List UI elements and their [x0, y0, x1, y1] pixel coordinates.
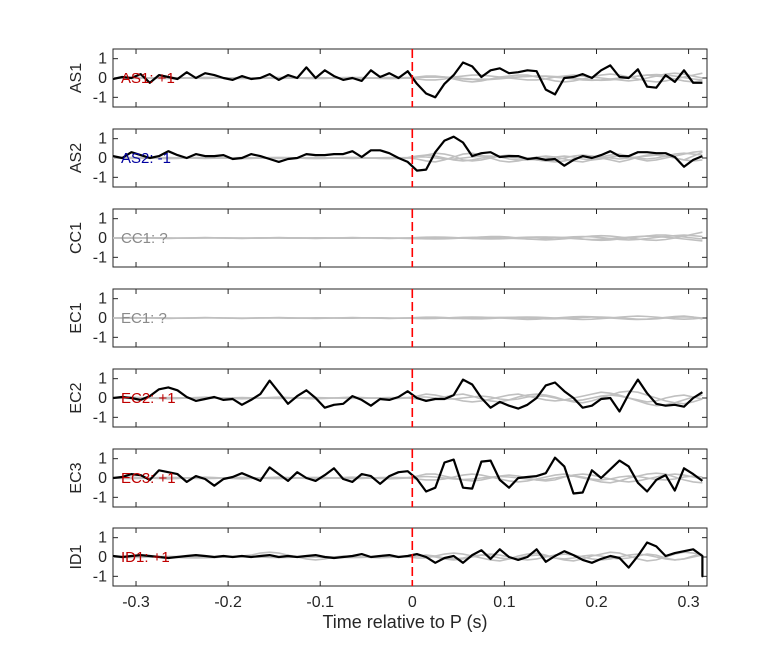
panel-ec3: 1 0 -1 EC3 EC3: +1: [68, 448, 708, 508]
y-axis-label: EC1: [68, 302, 85, 333]
y-tick-label: 1: [98, 371, 107, 388]
traces: [113, 135, 703, 172]
y-axis-label: AS2: [68, 143, 85, 173]
traces: [113, 231, 703, 242]
x-axis-label: Time relative to P (s): [322, 612, 487, 632]
panel-ec1: 1 0 -1 EC1 EC1: ?: [68, 288, 708, 348]
y-axis-label: EC3: [68, 462, 85, 493]
x-tick-label: 0.2: [585, 594, 607, 611]
panels-group: 1 0 -1 AS1 AS1: +1 1 0 -1 AS2 AS2: -1 1 0 -1 CC1 CC1: …: [68, 48, 708, 611]
panel-cc1: 1 0 -1 CC1 CC1: ?: [68, 208, 708, 268]
y-tick-label: 0: [98, 70, 107, 87]
traces: [113, 315, 703, 321]
y-tick-label: 1: [98, 211, 107, 228]
y-axis-label: EC2: [68, 382, 85, 413]
highlight-trace: [113, 541, 704, 578]
background-trace: [113, 234, 703, 241]
traces: [113, 541, 704, 578]
y-tick-label: 0: [98, 230, 107, 247]
y-tick-label: -1: [93, 329, 107, 346]
y-tick-label: -1: [93, 568, 107, 585]
y-tick-label: -1: [93, 489, 107, 506]
y-tick-label: 1: [98, 291, 107, 308]
polarity-annotation: EC1: ?: [121, 310, 167, 327]
x-tick-label: -0.3: [122, 594, 150, 611]
polarity-annotation: AS1: +1: [121, 70, 175, 87]
y-tick-label: -1: [93, 249, 107, 266]
y-tick-label: 0: [98, 549, 107, 566]
y-axis-label: AS1: [68, 63, 85, 93]
highlight-trace: [113, 456, 704, 495]
y-tick-label: -1: [93, 89, 107, 106]
background-trace: [113, 152, 703, 161]
y-tick-label: 1: [98, 451, 107, 468]
y-axis-label: CC1: [68, 222, 85, 254]
traces: [113, 61, 703, 99]
panel-ec2: 1 0 -1 EC2 EC2: +1: [68, 368, 708, 428]
y-tick-label: 0: [98, 150, 107, 167]
y-tick-label: 0: [98, 390, 107, 407]
y-tick-label: 1: [98, 131, 107, 148]
polarity-annotation: CC1: ?: [121, 230, 168, 247]
highlight-trace: [113, 135, 703, 172]
polarity-annotation: EC3: +1: [121, 470, 176, 487]
traces: [113, 456, 704, 495]
y-tick-label: 0: [98, 470, 107, 487]
traces: [113, 378, 703, 413]
highlight-trace: [113, 61, 703, 99]
x-tick-label: 0.3: [677, 594, 699, 611]
background-trace: [113, 74, 703, 83]
y-tick-label: -1: [93, 169, 107, 186]
x-tick-label: 0: [408, 594, 417, 611]
y-tick-label: 0: [98, 310, 107, 327]
panel-id1: 1 0 -1 ID1 ID1: +1: [68, 527, 708, 587]
polarity-annotation: ID1: +1: [121, 549, 170, 566]
y-axis-label: ID1: [68, 544, 85, 569]
x-tick-label: -0.2: [214, 594, 242, 611]
x-tick-label: 0.1: [493, 594, 515, 611]
panel-as1: 1 0 -1 AS1 AS1: +1: [68, 48, 708, 108]
panel-as2: 1 0 -1 AS2 AS2: -1: [68, 128, 708, 188]
polarity-annotation: AS2: -1: [121, 150, 171, 167]
y-tick-label: 1: [98, 530, 107, 547]
background-trace: [113, 475, 703, 481]
x-tick-label: -0.1: [306, 594, 334, 611]
highlight-trace: [113, 378, 703, 413]
y-tick-label: -1: [93, 409, 107, 426]
background-trace: [113, 315, 703, 321]
polarity-annotation: EC2: +1: [121, 390, 176, 407]
y-tick-label: 1: [98, 51, 107, 68]
